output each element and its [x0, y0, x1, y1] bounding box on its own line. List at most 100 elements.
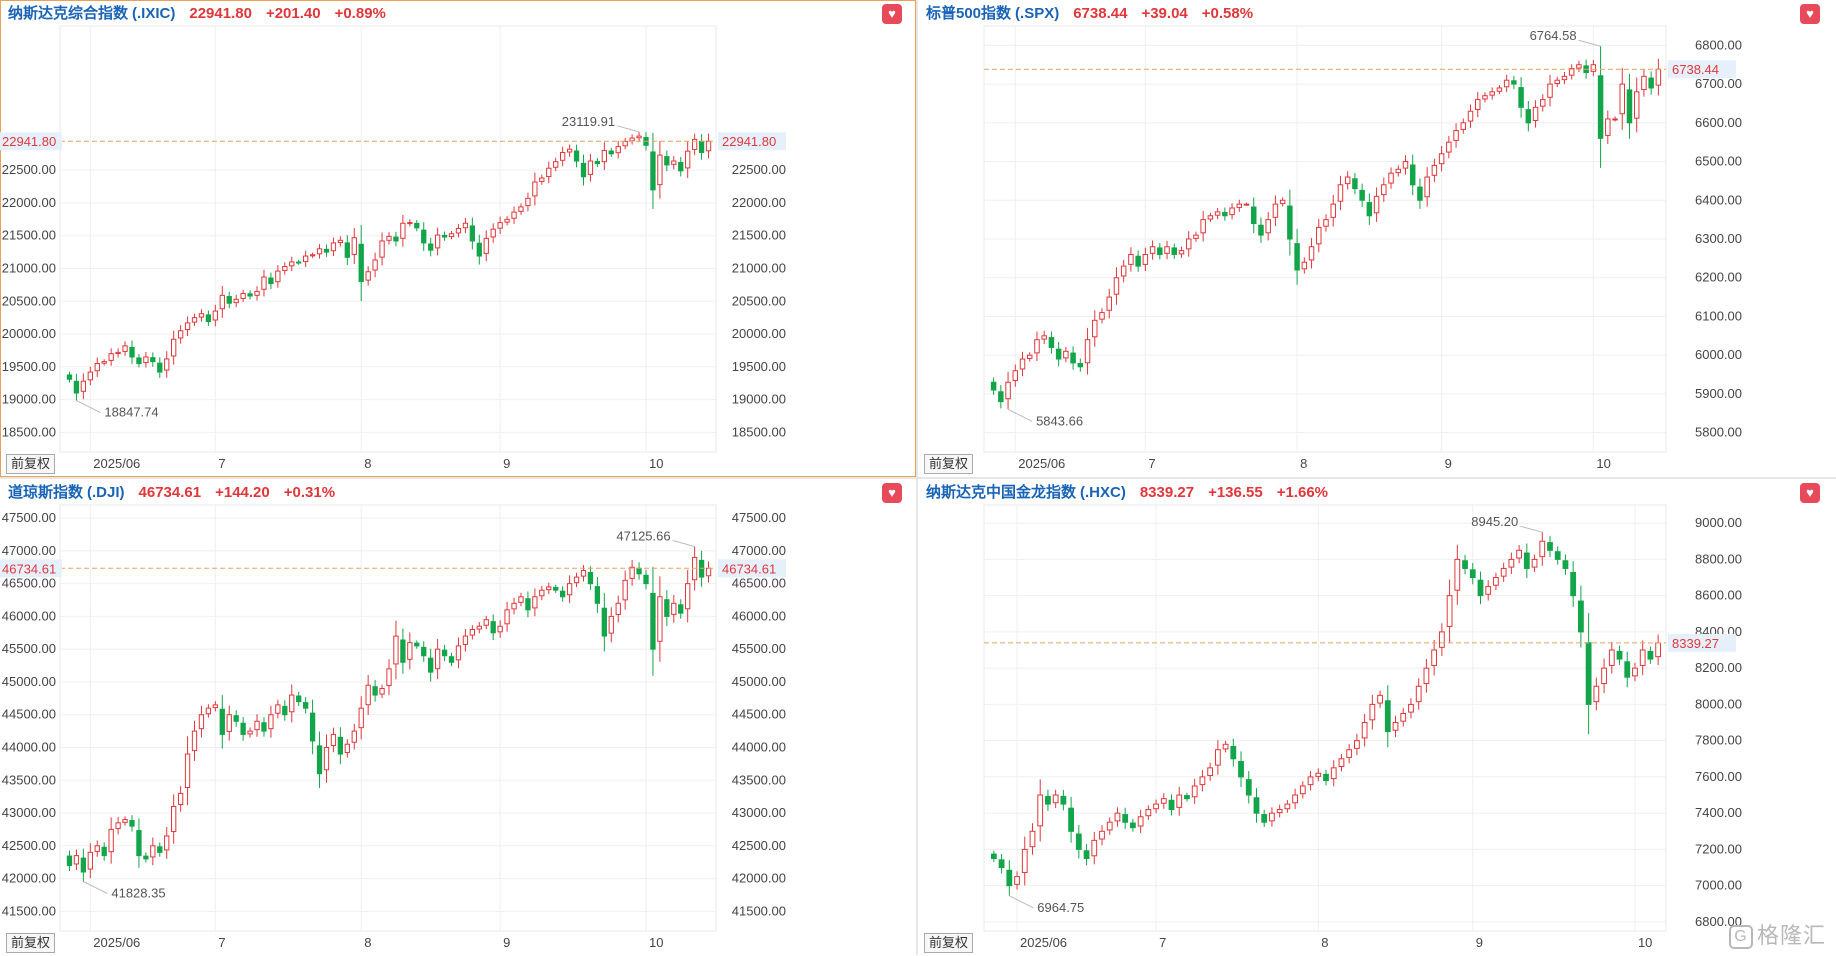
candle-body	[636, 567, 642, 575]
candle-body	[122, 345, 128, 352]
candle-body	[1287, 205, 1293, 240]
candle-body	[441, 649, 448, 657]
panel-dji[interactable]: 道琼斯指数 (.DJI) 46734.61 +144.20 +0.31% ♥ 41500…	[0, 479, 916, 956]
candle-body	[129, 820, 135, 827]
candle-body	[136, 830, 142, 857]
candle-body	[1619, 83, 1625, 115]
candle-body	[1485, 586, 1492, 595]
y-tick-label-right: 8800.00	[1695, 551, 1742, 566]
watermark-text: 格隆汇	[1756, 923, 1826, 948]
candle-body	[1601, 667, 1607, 685]
candle-body	[1269, 812, 1275, 822]
index-name[interactable]: 纳斯达克综合指数	[8, 5, 129, 22]
adjustment-toggle-button[interactable]: 前复权	[6, 933, 56, 953]
candle-body	[705, 567, 712, 577]
candle-body	[164, 358, 170, 371]
candle-body	[191, 317, 198, 323]
candle-body	[539, 177, 545, 182]
y-tick-label-right: 6500.00	[1695, 154, 1742, 169]
candle-body	[532, 181, 538, 197]
candle-body	[608, 615, 614, 634]
candle-body	[115, 822, 121, 829]
index-name[interactable]: 纳斯达克中国金龙指数	[926, 484, 1077, 501]
candle-body	[143, 855, 149, 860]
candle-body	[1590, 64, 1597, 72]
candle-body	[386, 235, 392, 241]
y-tick-label-left: 19000.00	[2, 392, 56, 407]
candle-body	[587, 160, 594, 175]
candle-body	[240, 292, 246, 299]
y-tick-label-right: 6000.00	[1695, 347, 1742, 362]
candle-body	[1424, 176, 1430, 198]
index-change-pct: +1.66%	[1276, 484, 1329, 501]
panel-header: 标普500指数 (.SPX) 6738.44 +39.04 +0.58%	[926, 4, 1253, 24]
favorite-heart-icon[interactable]: ♥	[1800, 483, 1820, 503]
candle-body	[1301, 261, 1308, 270]
y-tick-label-right: 9000.00	[1695, 515, 1742, 530]
panel-ixic[interactable]: 纳斯达克综合指数 (.IXIC) 22941.80 +201.40 +0.89% ♥ 1…	[0, 0, 916, 477]
candle-body	[1106, 296, 1112, 311]
y-tick-label-right: 21500.00	[732, 228, 786, 243]
favorite-heart-icon[interactable]: ♥	[882, 4, 902, 24]
y-tick-label-left: 47000.00	[2, 543, 56, 558]
candle-body	[87, 851, 93, 870]
candle-body	[1006, 869, 1013, 887]
index-name[interactable]: 标普500指数	[926, 5, 1012, 22]
candle-body	[1337, 184, 1344, 202]
candle-body	[1077, 363, 1084, 368]
x-tick-label: 7	[1159, 935, 1166, 950]
candle-body	[608, 150, 614, 155]
candle-body	[164, 835, 170, 851]
candle-body	[1092, 319, 1098, 338]
candle-body	[1453, 130, 1459, 141]
candle-body	[1214, 749, 1221, 766]
adjustment-toggle-button[interactable]: 前复权	[924, 933, 974, 953]
candle-body	[219, 294, 225, 310]
y-tick-label-right: 19000.00	[732, 392, 786, 407]
candle-body	[1585, 642, 1592, 705]
y-tick-label-right: 8200.00	[1695, 660, 1742, 675]
index-change-pct: +0.89%	[334, 5, 386, 22]
x-tick-label: 9	[1445, 456, 1452, 471]
adjustment-toggle-button[interactable]: 前复权	[6, 454, 56, 474]
candle-body	[705, 140, 712, 152]
y-tick-label-right: 5800.00	[1695, 425, 1742, 440]
candle-body	[1222, 211, 1228, 217]
candle-body	[1261, 814, 1268, 823]
candlestick-chart[interactable]: 41500.00 41500.00 42000.00 42000.00 42500.00…	[0, 479, 916, 956]
x-tick-label: 2025/06	[93, 456, 140, 471]
candle-body	[601, 150, 607, 163]
candle-body	[1431, 649, 1438, 666]
candle-body	[212, 310, 218, 321]
adjustment-toggle-button[interactable]: 前复权	[924, 454, 974, 474]
candlestick-chart[interactable]: 18500.00 18500.00 19000.00 19000.00 19500.00…	[0, 0, 916, 477]
current-price-tag-right: 22941.80	[722, 134, 776, 149]
low-leader-line	[76, 400, 101, 413]
candle-body	[1063, 350, 1069, 359]
candle-body	[434, 234, 441, 249]
y-tick-label-right: 44000.00	[732, 739, 786, 754]
y-tick-label-right: 7200.00	[1695, 841, 1742, 856]
candle-body	[560, 151, 566, 161]
candle-body	[309, 712, 316, 742]
panel-hxc[interactable]: 纳斯达克中国金龙指数 (.HXC) 8339.27 +136.55 +1.66% ♥ 6…	[918, 479, 1834, 956]
current-price-tag-left: 46734.61	[2, 561, 56, 576]
candle-body	[1005, 381, 1011, 400]
candlestick-chart[interactable]: 5800.00 5900.00 6000.00 6100.00 6200.00 6300.…	[918, 0, 1834, 477]
panel-spx[interactable]: 标普500指数 (.SPX) 6738.44 +39.04 +0.58% ♥ 5800.…	[918, 0, 1834, 477]
candle-body	[998, 391, 1004, 403]
candle-body	[573, 576, 580, 584]
candlestick-chart[interactable]: 6800.00 7000.00 7200.00 7400.00 7600.00 7800.…	[918, 479, 1834, 956]
high-leader-line	[1520, 525, 1543, 533]
favorite-heart-icon[interactable]: ♥	[1800, 4, 1820, 24]
candle-body	[205, 707, 212, 715]
plot-frame	[983, 504, 1667, 932]
candle-body	[636, 135, 642, 139]
high-annotation: 47125.66	[616, 528, 670, 543]
candle-body	[1402, 161, 1409, 169]
candle-body	[400, 222, 406, 239]
candle-body	[1184, 795, 1190, 800]
candle-body	[282, 705, 288, 716]
index-name[interactable]: 道琼斯指数	[8, 484, 84, 501]
favorite-heart-icon[interactable]: ♥	[882, 483, 902, 503]
